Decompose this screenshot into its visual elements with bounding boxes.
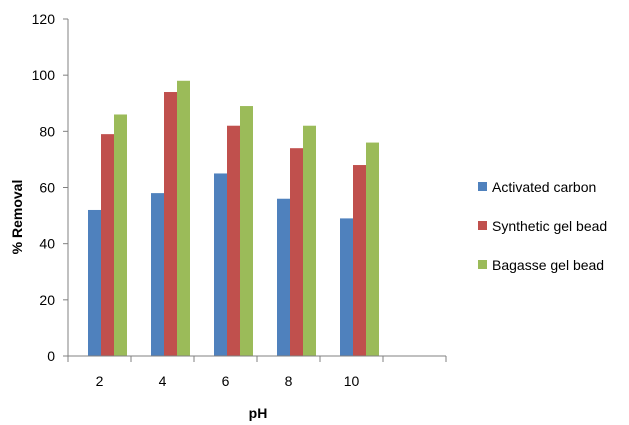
y-tick-label: 20 [39,292,55,308]
bar [290,148,303,356]
bar [88,209,101,356]
x-tick-label: 2 [96,373,104,389]
y-tick-label: 0 [47,348,55,364]
bar [240,106,253,356]
bar [214,173,227,356]
bar [353,165,366,356]
legend-swatch [478,182,487,191]
legend-label: Bagasse gel bead [492,257,604,273]
y-tick-label: 100 [32,67,56,83]
y-tick-label: 40 [39,236,55,252]
legend-swatch [478,260,487,269]
bar [340,218,353,356]
x-axis-ticks: 2 4 6 8 10 [67,356,447,389]
bar [227,125,240,356]
bar [366,142,379,356]
x-axis-title: pH [249,405,268,421]
y-tick-label: 120 [32,11,56,27]
bar [101,134,114,356]
legend-label: Synthetic gel bead [492,218,607,234]
bars [88,80,379,357]
bar [277,198,290,356]
x-tick-label: 8 [285,373,293,389]
y-tick-label: 80 [39,123,55,139]
y-axis-title: % Removal [9,180,25,255]
y-tick-label: 60 [39,180,55,196]
x-tick-label: 6 [222,373,230,389]
legend-label: Activated carbon [492,179,596,195]
bar [114,114,127,356]
y-axis-ticks: 0 20 40 60 80 100 120 [32,11,68,364]
legend: Activated carbon Synthetic gel bead Bagass… [478,179,607,273]
bar [303,125,316,356]
bar [177,80,190,357]
bar [151,193,164,356]
x-tick-label: 4 [159,373,167,389]
legend-swatch [478,221,487,230]
x-tick-label: 10 [344,373,360,389]
bar [164,92,177,357]
